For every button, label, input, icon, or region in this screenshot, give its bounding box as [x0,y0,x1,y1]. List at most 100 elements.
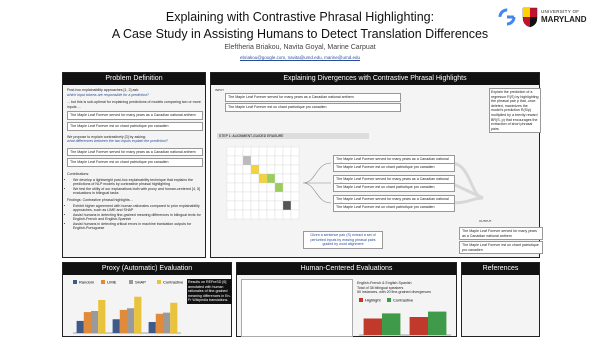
grid-cell [290,173,300,184]
question: which input tokens are responsible for a… [67,92,149,97]
example-en: The Maple Leaf Forever served for many y… [67,147,203,157]
grid-cell [234,173,244,184]
human-notes: English-French & English-Spanish Total o… [357,281,457,295]
grid-cell [274,209,284,220]
title-1: Explaining with Contrastive Phrasal High… [165,10,435,24]
grid-cell [250,146,260,157]
bar [134,296,142,333]
grid-cell [242,173,252,184]
label: INPUT [215,88,224,92]
diagram [226,146,484,220]
note: Total of 38 bilingual speakers [357,285,404,290]
grid-cell [226,146,236,157]
grid-cell [290,182,300,193]
grid-cell [290,200,300,211]
finding: Assist humans in detecting fine-grained … [73,213,203,222]
legend-label: Contrastive [163,280,184,285]
google-logo [498,8,516,26]
legend-swatch [129,280,133,284]
grid-cell [258,191,268,202]
grid-cell [234,200,244,211]
shield-q [523,8,530,17]
text: Findings: Contrastive phrasal highlights… [67,197,133,202]
findings-list: Exhibit higher agreement with human rati… [73,204,203,232]
problem-text: Post-hoc explainability approaches [1, 2… [67,88,203,233]
grid-cell [282,182,292,193]
grid-cell [250,164,260,175]
example-fr: The Maple Leaf Forever est un chant patr… [67,121,203,131]
finding: Exhibit higher agreement with human rati… [73,204,203,213]
legend-label: Highlight [365,298,381,303]
grid-cell [234,191,244,202]
bar [163,312,171,333]
grid-cell [234,182,244,193]
sentence-fr: The Maple Leaf Forever est un chant patr… [225,103,401,112]
proxy-note: Results on REFreSD [6] annotated with hu… [187,279,232,304]
contrib-list: We develop a lightweight post-hoc explai… [73,178,203,196]
grid-cell [266,182,276,193]
grid-cell [266,209,276,220]
grid-cell [234,209,244,220]
legend-label: SHAP [135,280,146,285]
grid-cell [266,191,276,202]
output-fr: The Maple Leaf Forever est un chant patr… [459,241,543,255]
legend-swatch [73,280,77,284]
panel-heading: Problem Definition [63,73,205,85]
bar [76,320,84,333]
grid-cell [282,200,292,211]
interface-screenshot [241,279,353,337]
grid-cell [282,191,292,202]
question: what differences between the two inputs … [67,139,168,144]
grid-cell [242,209,252,220]
grid-cell [226,155,236,166]
grid-cell [250,191,260,202]
grid-cell [242,164,252,175]
grid-cell [282,173,292,184]
flow [450,161,484,205]
example-en: The Maple Leaf Forever served for many y… [67,111,203,120]
grid-cell [266,164,276,175]
grid-cell [274,164,284,175]
grid-cell [274,191,284,202]
bar [382,313,401,335]
grid-cell [226,173,236,184]
row-fr: The Maple Leaf Forever est un chant patr… [333,203,455,212]
panel-heading: References [462,263,539,275]
text: Post-hoc explainability approaches [1, 2… [67,88,140,92]
human-panel: Human-Centered Evaluations English-Frenc… [236,262,457,337]
row-fr: The Maple Leaf Forever est un chant patr… [333,183,455,192]
grid-cell [234,146,244,157]
arrows [302,162,332,204]
legend-swatch [359,298,363,302]
legend-swatch [157,280,161,284]
panel-heading: Proxy (Automatic) Evaluation [63,263,231,275]
grid-cell [258,182,268,193]
contrib: We develop a lightweight post-hoc explai… [73,178,203,187]
grid-cell [266,146,276,157]
proxy-chart: Random LIME SHAP Contrastive [73,280,184,334]
example-fr: The Maple Leaf Forever est un chant patr… [67,158,203,167]
panel-heading: Human-Centered Evaluations [237,263,456,275]
grid-cell [274,173,284,184]
grid-cell [282,155,292,166]
grid-cell [258,146,268,157]
note: English-French & English-Spanish [357,281,412,285]
grid-cell [250,155,260,166]
legend-swatch [387,298,391,302]
grid-cell [226,191,236,202]
row-fr: The Maple Leaf Forever est un chant patr… [333,163,455,172]
bar [363,318,382,335]
grid-cell [290,209,300,220]
authors: Eleftheria Briakou, Navita Goyal, Marine… [224,44,376,51]
proxy-panel: Proxy (Automatic) Evaluation Random LIME S… [62,262,232,337]
grid-cell [258,200,268,211]
grid-cell [242,146,252,157]
grid-cell [266,155,276,166]
output-en: The Maple Leaf Forever served for many y… [459,227,543,241]
legend-swatch [101,280,105,284]
shield-q2 [530,17,537,27]
given: Given a sentence pair (S) extract a set … [303,231,383,249]
legend-label: LIME [107,280,117,285]
umd-big: MARYLAND [541,15,587,24]
grid-cell [250,209,260,220]
